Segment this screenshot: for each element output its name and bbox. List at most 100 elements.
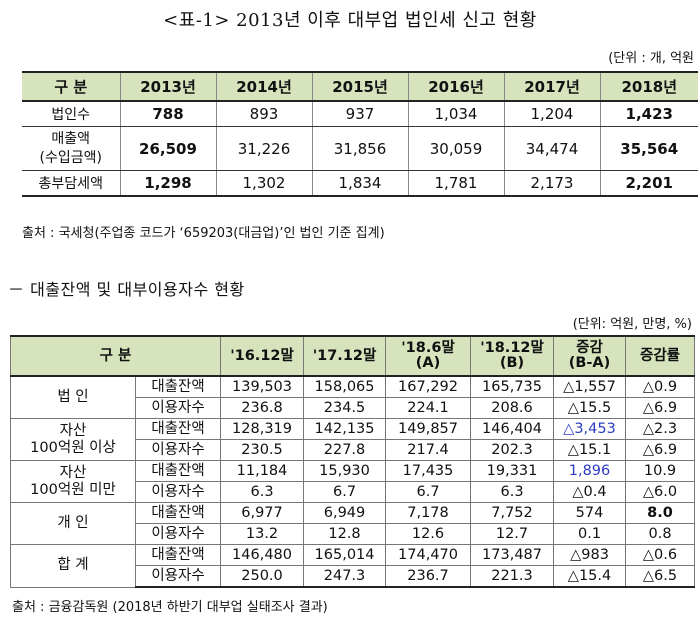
table-cell: 10.9 [625,460,696,482]
group-label-line1: 개 인 [57,515,89,531]
sub-label: 이용자수 [134,397,222,419]
sub-label: 대출잔액 [134,460,222,482]
table-cell: 173,487 [470,544,555,566]
table-cell: 165,735 [470,375,555,398]
table1-title: <표-1> 2013년 이후 대부업 법인세 신고 현황 [163,10,537,31]
sub-label: 대출잔액 [134,418,222,440]
table-cell: 0.8 [625,523,696,545]
table-cell: 158,065 [303,375,387,398]
table-row: 개 인 대출잔액 6,977 6,949 7,178 7,752 574 8.0 [10,502,696,545]
table-row: 자산 100억원 미만 대출잔액 11,184 15,930 17,435 19,331 1,… [10,460,696,503]
header-2017-12: '17.12말 [303,335,387,377]
group-label-line2: 100억원 미만 [30,481,116,498]
table-row: 이용자수 230.5 227.8 217.4 202.3 △15.1 △6.9 [11,439,696,461]
row-label: 매출액 (수입금액) [22,126,120,171]
table-cell: 31,856 [311,126,408,171]
table2-source: 출처 : 금융감독원 (2018년 하반기 대부업 실태조사 결과) [12,600,328,615]
table-cell: △0.4 [553,481,627,503]
table-cell: 0.1 [553,523,627,545]
header-category: 구 분 [22,71,120,102]
table-cell: 6,977 [220,502,305,524]
table-cell: 7,752 [470,502,555,524]
table-cell: 202.3 [470,439,555,461]
table-cell: 2,173 [503,170,600,197]
sub-label: 대출잔액 [134,375,222,398]
table-cell: △0.9 [625,375,696,398]
table-cell: 128,319 [220,418,305,440]
table-cell: 1,298 [119,170,216,197]
table-cell: 234.5 [303,397,387,419]
header-2013: 2013년 [119,71,216,102]
header-2018-12: '18.12말 (B) [470,335,555,377]
table-cell: 221.3 [470,565,555,588]
sub-label: 이용자수 [134,565,222,588]
table-cell: 34,474 [503,126,600,171]
table1-header-row: 구 분 2013년 2014년 2015년 2016년 2017년 2018년 [22,71,698,102]
tax-filing-table: 구 분 2013년 2014년 2015년 2016년 2017년 2018년 … [22,71,698,197]
table-cell: △6.9 [625,397,696,419]
sub-label: 이용자수 [134,439,222,461]
table-row: 법인수 788 893 937 1,034 1,204 1,423 [22,101,698,127]
group-label: 자산 100억원 이상 [10,418,136,461]
table-cell: 236.7 [385,565,472,588]
table-cell: 146,480 [220,544,305,566]
table-cell: 250.0 [220,565,305,588]
table-cell: 167,292 [385,375,472,398]
sub-label: 이용자수 [134,523,222,545]
table-cell: 165,014 [303,544,387,566]
table-cell: 227.8 [303,439,387,461]
table-row: 법 인 대출잔액 139,503 158,065 167,292 165,735 △1,55… [10,375,696,419]
table-cell: 230.5 [220,439,305,461]
table-row: 합 계 대출잔액 146,480 165,014 174,470 173,487 △983 △… [10,544,696,588]
table-cell: △3,453 [553,418,627,440]
table-cell: 6.7 [303,481,387,503]
table-cell: 236.8 [220,397,305,419]
sub-label: 이용자수 [134,481,222,503]
table-cell: 1,896 [553,460,627,482]
table-cell: 224.1 [385,397,472,419]
table-cell: △1,557 [553,375,627,398]
table-cell: 11,184 [220,460,305,482]
header-line1: '18.6말 [401,340,455,356]
table-row: 총부담세액 1,298 1,302 1,834 1,781 2,173 2,20… [22,170,698,197]
table-cell: 12.7 [470,523,555,545]
table-cell: 6.3 [470,481,555,503]
table-cell: 6.7 [385,481,472,503]
header-line2: (A) [415,355,441,371]
group-label-line1: 자산 [59,464,87,481]
table-cell: 12.8 [303,523,387,545]
table1-source: 출처 : 국세청(주업종 코드가 ‘659203(대금업)’인 법인 기준 집계… [22,226,385,241]
table-cell: 937 [311,101,408,127]
row-label-line2: (수입금액) [39,149,102,166]
table2-header-row: 구 분 '16.12말 '17.12말 '18.6말 (A) '18.12말 (… [9,335,696,377]
table-cell: 1,204 [503,101,600,127]
table-cell: 142,135 [303,418,387,440]
table-cell: △15.4 [553,565,627,588]
table-cell: △6.5 [625,565,696,588]
table-row: 이용자수 6.3 6.7 6.7 6.3 △0.4 △6.0 [11,481,696,503]
table-row: 이용자수 13.2 12.8 12.6 12.7 0.1 0.8 [11,523,696,545]
group-label-line1: 법 인 [57,389,89,405]
table-cell: △6.9 [625,439,696,461]
table-cell: 788 [119,101,216,127]
header-line2: (B-A) [568,355,611,371]
header-line1: '18.12말 [480,340,544,356]
table-row: 자산 100억원 이상 대출잔액 128,319 142,135 149,857 146,4… [10,418,696,461]
header-change-rate: 증감률 [625,335,696,377]
group-label: 자산 100억원 미만 [10,460,136,503]
table-cell: 1,781 [407,170,504,197]
table-cell: 15,930 [303,460,387,482]
group-label: 법 인 [10,375,136,419]
header-2015: 2015년 [311,71,408,102]
header-2018-06: '18.6말 (A) [385,335,472,377]
table2-title: － 대출잔액 및 대부이용자수 현황 [8,280,245,299]
table-cell: 149,857 [385,418,472,440]
table2-unit: (단위: 억원, 만명, %) [572,317,692,332]
table-cell: 1,034 [407,101,504,127]
row-label: 법인수 [22,101,120,127]
table-cell: 139,503 [220,375,305,398]
table-row: 이용자수 250.0 247.3 236.7 221.3 △15.4 △6.5 [11,565,696,588]
row-label-line1: 매출액 [51,130,91,147]
table-cell: △6.0 [625,481,696,503]
table-cell: 208.6 [470,397,555,419]
